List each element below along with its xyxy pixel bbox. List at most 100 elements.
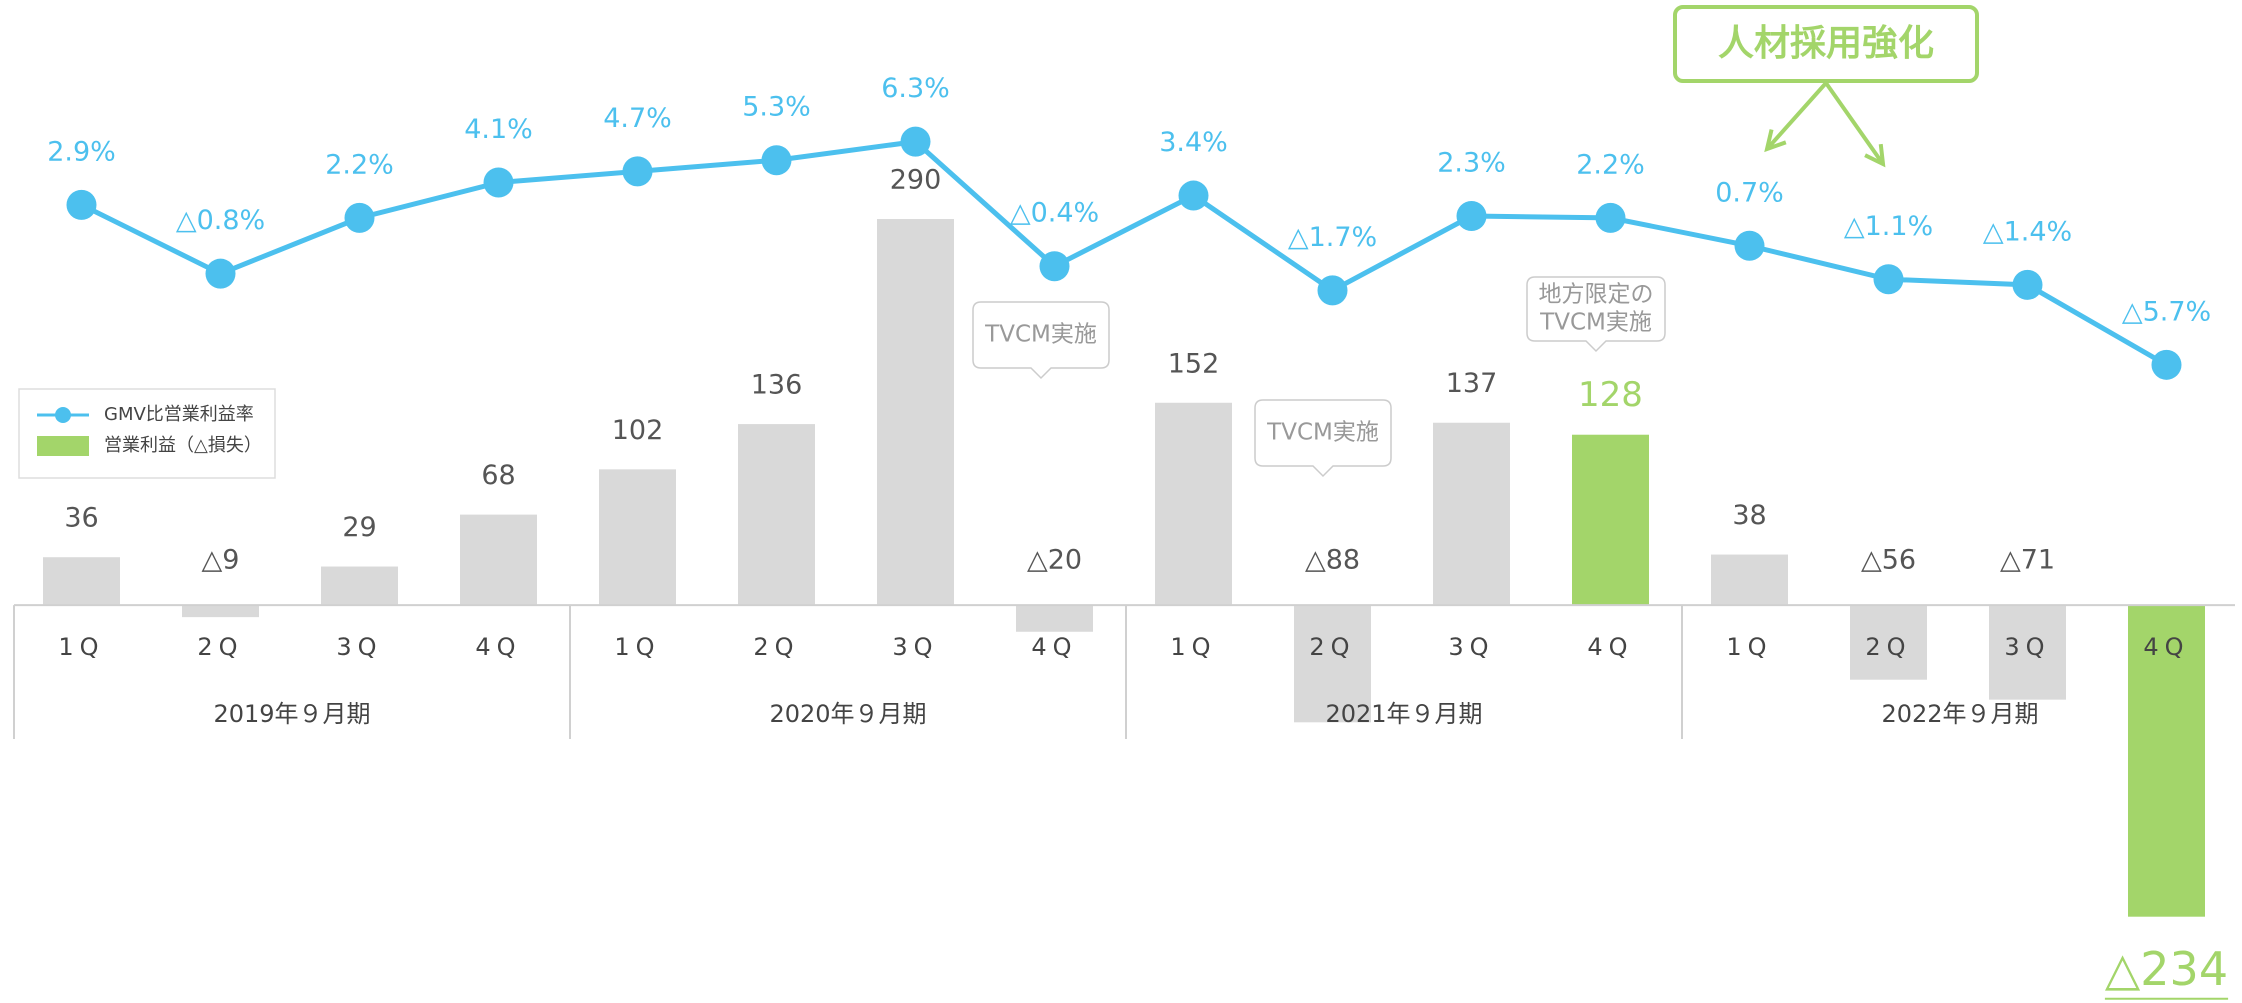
- x-tick-label: 3Q: [1448, 633, 1494, 661]
- line-point: [205, 258, 236, 289]
- legend-point: [55, 407, 71, 423]
- x-tick-label: 4Q: [2143, 633, 2189, 661]
- group-label: 2021年９月期: [1325, 700, 1482, 728]
- arrow-shaft: [1824, 81, 1885, 166]
- line-point: [2012, 269, 2043, 300]
- bar-value-label: 128: [1578, 375, 1643, 415]
- bar-value-label: 136: [751, 370, 803, 401]
- x-tick-label: 3Q: [336, 633, 382, 661]
- bar-value-label: △9: [202, 545, 240, 576]
- bar: [182, 605, 259, 618]
- line-point: [1456, 201, 1487, 232]
- bar: [321, 566, 398, 606]
- group-label: 2020年９月期: [769, 700, 926, 728]
- x-tick-label: 1Q: [614, 633, 660, 661]
- x-tick-label: 1Q: [58, 633, 104, 661]
- line-point: [1873, 264, 1904, 295]
- line-value-label: 5.3%: [742, 92, 811, 123]
- headline-text: 人材採用強化: [1718, 23, 1934, 64]
- line-value-label: △0.4%: [1010, 198, 1099, 229]
- bar: [1433, 422, 1510, 606]
- arrow-head: [1764, 129, 1787, 153]
- x-tick-label: 2Q: [753, 633, 799, 661]
- line-value-label: 2.2%: [325, 149, 394, 180]
- line-value-label: △1.7%: [1288, 222, 1377, 253]
- bar: [599, 469, 676, 606]
- bar: [1989, 605, 2066, 700]
- bar-value-label: 29: [342, 512, 376, 543]
- bar: [43, 557, 120, 606]
- group-label: 2019年９月期: [213, 700, 370, 728]
- bar-value-label: △88: [1305, 545, 1360, 576]
- bar-value-label: △234: [2105, 942, 2228, 996]
- line-point: [1039, 251, 1070, 282]
- bar: [738, 424, 815, 606]
- callout-text: TVCM実施: [1539, 310, 1652, 336]
- line-value-label: 4.7%: [603, 103, 672, 134]
- x-tick-label: 4Q: [1031, 633, 1077, 661]
- line-value-label: △1.4%: [1983, 216, 2072, 247]
- callout-text: TVCM実施: [1266, 420, 1379, 446]
- line-point: [1595, 202, 1626, 233]
- x-tick-label: 4Q: [475, 633, 521, 661]
- callout-box: [1526, 276, 1666, 353]
- bar-value-label: 137: [1446, 368, 1498, 399]
- line-point: [66, 189, 97, 220]
- legend-box: [18, 388, 276, 479]
- line-point: [483, 167, 514, 198]
- bar-value-label: 290: [890, 165, 942, 196]
- line-point: [622, 156, 653, 187]
- line-value-label: △0.8%: [176, 205, 265, 236]
- legend-swatch: [37, 436, 89, 456]
- callout-text: 地方限定の: [1539, 282, 1654, 308]
- bar: [460, 514, 537, 606]
- bar-value-label: 36: [64, 503, 98, 534]
- x-tick-label: 2Q: [1865, 633, 1911, 661]
- line-value-label: 2.3%: [1437, 148, 1506, 179]
- x-tick-label: 2Q: [197, 633, 243, 661]
- line: [80, 138, 2168, 367]
- callout-text: TVCM実施: [984, 322, 1097, 348]
- line-value-label: 2.2%: [1576, 149, 1645, 180]
- bar-value-label: 68: [481, 460, 515, 491]
- bar: [877, 219, 954, 606]
- line-point: [344, 202, 375, 233]
- line-value-label: △5.7%: [2122, 296, 2211, 327]
- bar-value-label: 102: [612, 415, 664, 446]
- line-value-label: △1.1%: [1844, 211, 1933, 242]
- bar-value-label: △20: [1027, 545, 1082, 576]
- line-value-label: 0.7%: [1715, 177, 1784, 208]
- bar-value-label: △56: [1861, 545, 1916, 576]
- bar: [2128, 605, 2205, 917]
- legend-label: 営業利益（△損失）: [104, 435, 262, 456]
- x-tick-label: 1Q: [1726, 633, 1772, 661]
- x-tick-label: 4Q: [1587, 633, 1633, 661]
- x-tick-label: 2Q: [1309, 633, 1355, 661]
- x-tick-label: 1Q: [1170, 633, 1216, 661]
- line-point: [1317, 275, 1348, 306]
- group-label: 2022年９月期: [1881, 700, 2038, 728]
- bar: [1016, 605, 1093, 632]
- headline-box: [1673, 5, 1979, 83]
- arrow-shaft: [1765, 81, 1828, 151]
- line-point: [1734, 230, 1765, 261]
- callout-box: [972, 301, 1110, 380]
- legend-label: GMV比営業利益率: [104, 404, 254, 425]
- line-point: [2151, 349, 2182, 380]
- bar: [1572, 434, 1649, 606]
- x-tick-label: 3Q: [2004, 633, 2050, 661]
- bar: [1711, 554, 1788, 606]
- line-value-label: 3.4%: [1159, 127, 1228, 158]
- line-value-label: 6.3%: [881, 73, 950, 104]
- line-value-label: 2.9%: [47, 136, 116, 167]
- bar-value-label: 38: [1732, 500, 1766, 531]
- x-tick-label: 3Q: [892, 633, 938, 661]
- bar-value-label: △71: [2000, 545, 2055, 576]
- arrow-head: [1864, 143, 1886, 168]
- callout-box: [1254, 399, 1392, 478]
- line-point: [761, 145, 792, 176]
- bar: [1850, 605, 1927, 680]
- bar: [1294, 605, 1371, 723]
- line-point: [900, 126, 931, 157]
- bar-value-label: 152: [1168, 348, 1220, 379]
